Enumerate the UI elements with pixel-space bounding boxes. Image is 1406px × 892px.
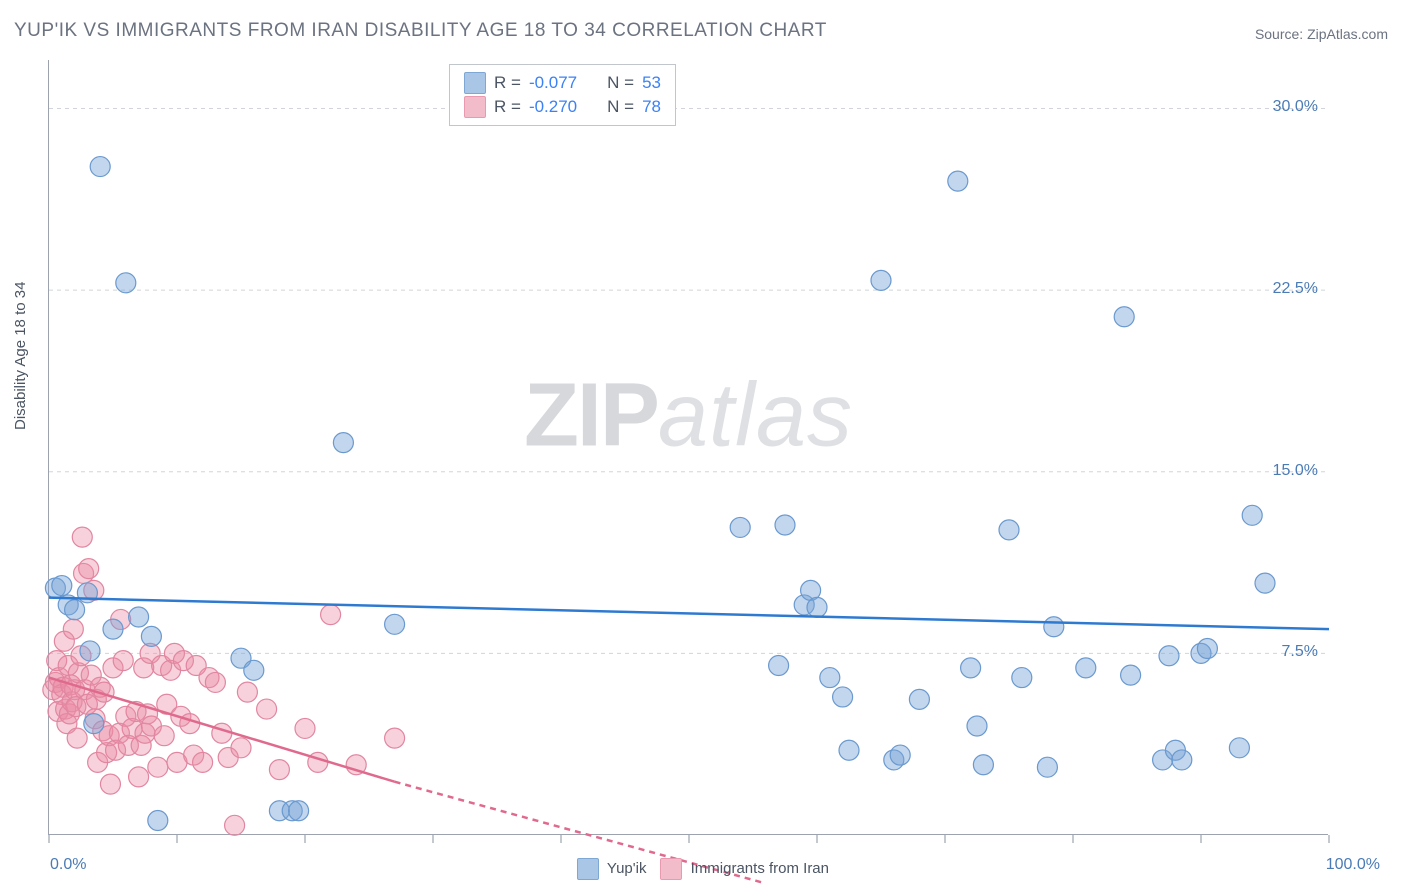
n-value-series1: 53	[642, 73, 661, 93]
legend-label-series1: Yup'ik	[607, 860, 647, 877]
r-value-series1: -0.077	[529, 73, 577, 93]
chart-title: YUP'IK VS IMMIGRANTS FROM IRAN DISABILIT…	[14, 20, 827, 42]
r-value-series2: -0.270	[529, 97, 577, 117]
y-tick-label: 22.5%	[1273, 280, 1318, 298]
r-prefix: R =	[494, 97, 521, 117]
source-attribution: Source: ZipAtlas.com	[1255, 26, 1388, 42]
x-axis-min-label: 0.0%	[50, 856, 86, 874]
stat-swatch-series1	[464, 72, 486, 94]
stat-row-series2: R = -0.270 N = 78	[464, 95, 661, 119]
plot-area: ZIPatlas R = -0.077 N = 53 R = -0.270 N …	[48, 60, 1328, 835]
x-axis-max-label: 100.0%	[1326, 856, 1380, 874]
bottom-legend: Yup'ik Immigrants from Iran	[577, 858, 829, 880]
stat-swatch-series2	[464, 96, 486, 118]
y-tick-label: 7.5%	[1282, 643, 1318, 661]
y-tick-label: 15.0%	[1273, 462, 1318, 480]
stat-row-series1: R = -0.077 N = 53	[464, 71, 661, 95]
y-tick-label: 30.0%	[1273, 98, 1318, 116]
y-axis-label: Disability Age 18 to 34	[12, 282, 29, 430]
legend-item-series1: Yup'ik	[577, 858, 646, 880]
n-value-series2: 78	[642, 97, 661, 117]
legend-label-series2: Immigrants from Iran	[691, 860, 829, 877]
legend-swatch-series2	[660, 858, 682, 880]
n-prefix: N =	[607, 97, 634, 117]
legend-item-series2: Immigrants from Iran	[660, 858, 829, 880]
chart-svg	[49, 60, 1328, 834]
n-prefix: N =	[607, 73, 634, 93]
r-prefix: R =	[494, 73, 521, 93]
legend-swatch-series1	[577, 858, 599, 880]
stat-legend: R = -0.077 N = 53 R = -0.270 N = 78	[449, 64, 676, 126]
